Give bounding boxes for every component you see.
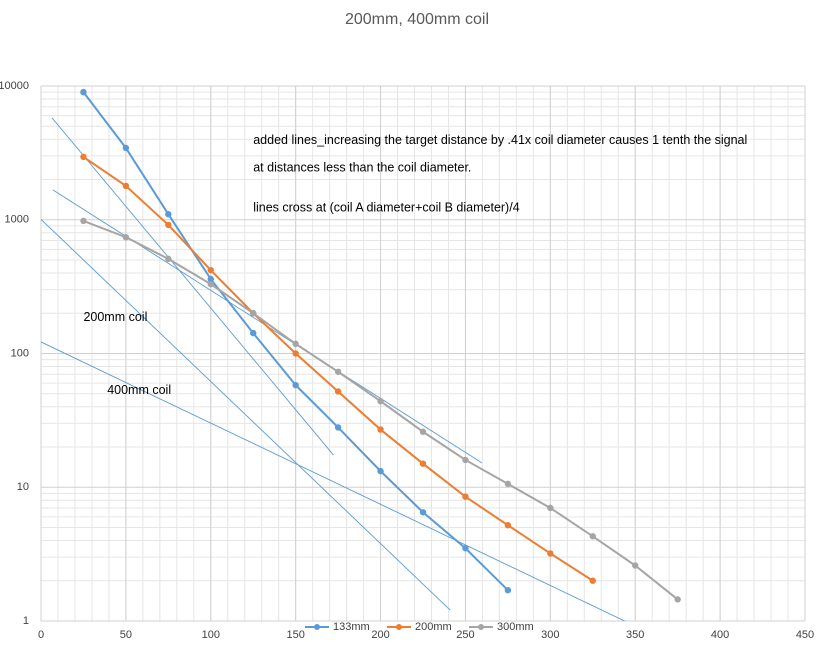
x-tick-label: 250: [456, 629, 474, 641]
data-point: [80, 217, 87, 225]
series: [80, 88, 681, 603]
data-point: [419, 460, 427, 467]
annotation: lines cross at (coil A diameter+coil B d…: [253, 201, 519, 215]
data-point: [462, 493, 469, 500]
data-point: [250, 329, 257, 337]
data-point: [547, 504, 554, 512]
reference-line: [41, 341, 626, 621]
data-point: [632, 562, 639, 569]
data-point: [122, 182, 130, 190]
data-point: [207, 280, 214, 288]
legend-label: 300mm: [497, 621, 534, 633]
data-point: [589, 577, 596, 584]
data-point: [462, 456, 469, 464]
data-point: [334, 368, 342, 375]
data-point: [547, 550, 554, 557]
data-point: [165, 221, 172, 229]
data-point: [504, 522, 512, 529]
annotation: 200mm coil: [83, 310, 147, 324]
annotation: 400mm coil: [107, 383, 171, 397]
annotation: added lines_increasing the target distan…: [253, 133, 747, 147]
data-point: [80, 88, 87, 96]
data-point: [292, 381, 299, 389]
legend-marker: [314, 624, 320, 630]
data-point: [80, 153, 87, 161]
data-point: [250, 310, 257, 317]
data-point: [334, 388, 342, 395]
data-point: [165, 255, 172, 263]
y-tick-label: 1000: [5, 214, 29, 226]
data-point: [419, 509, 427, 516]
data-point: [377, 467, 384, 475]
data-point: [504, 586, 512, 594]
legend-label: 133mm: [333, 621, 370, 633]
data-point: [207, 266, 214, 274]
data-point: [504, 480, 512, 488]
legend-label: 200mm: [415, 621, 452, 633]
data-point: [674, 596, 681, 603]
x-tick-label: 50: [120, 629, 132, 641]
annotation: at distances less than the coil diameter…: [253, 160, 471, 174]
reference-line: [41, 218, 451, 611]
y-tick-label: 10000: [0, 80, 29, 92]
y-tick-label: 1: [23, 615, 29, 627]
x-tick-label: 350: [626, 629, 644, 641]
x-tick-label: 150: [286, 629, 304, 641]
data-point: [292, 340, 299, 348]
data-point: [122, 144, 130, 152]
data-point: [419, 428, 427, 435]
chart-title: 200mm, 400mm coil: [345, 11, 489, 28]
x-tick-label: 400: [711, 629, 729, 641]
x-tick-label: 100: [202, 629, 220, 641]
data-point: [589, 533, 596, 540]
x-tick-label: 450: [796, 629, 814, 641]
legend-marker: [396, 624, 402, 630]
legend-marker: [478, 624, 484, 630]
data-point: [377, 426, 384, 433]
data-point: [462, 545, 469, 552]
data-point: [207, 275, 214, 283]
x-tick-label: 300: [541, 629, 559, 641]
y-tick-label: 100: [11, 347, 29, 359]
data-point: [165, 211, 172, 218]
x-tick-label: 200: [371, 629, 389, 641]
y-tick-label: 10: [17, 481, 29, 493]
data-point: [377, 397, 384, 405]
data-point: [292, 350, 299, 357]
x-tick-label: 0: [38, 629, 44, 641]
data-point: [334, 424, 342, 431]
reference-line: [51, 117, 334, 456]
data-point: [122, 234, 130, 241]
